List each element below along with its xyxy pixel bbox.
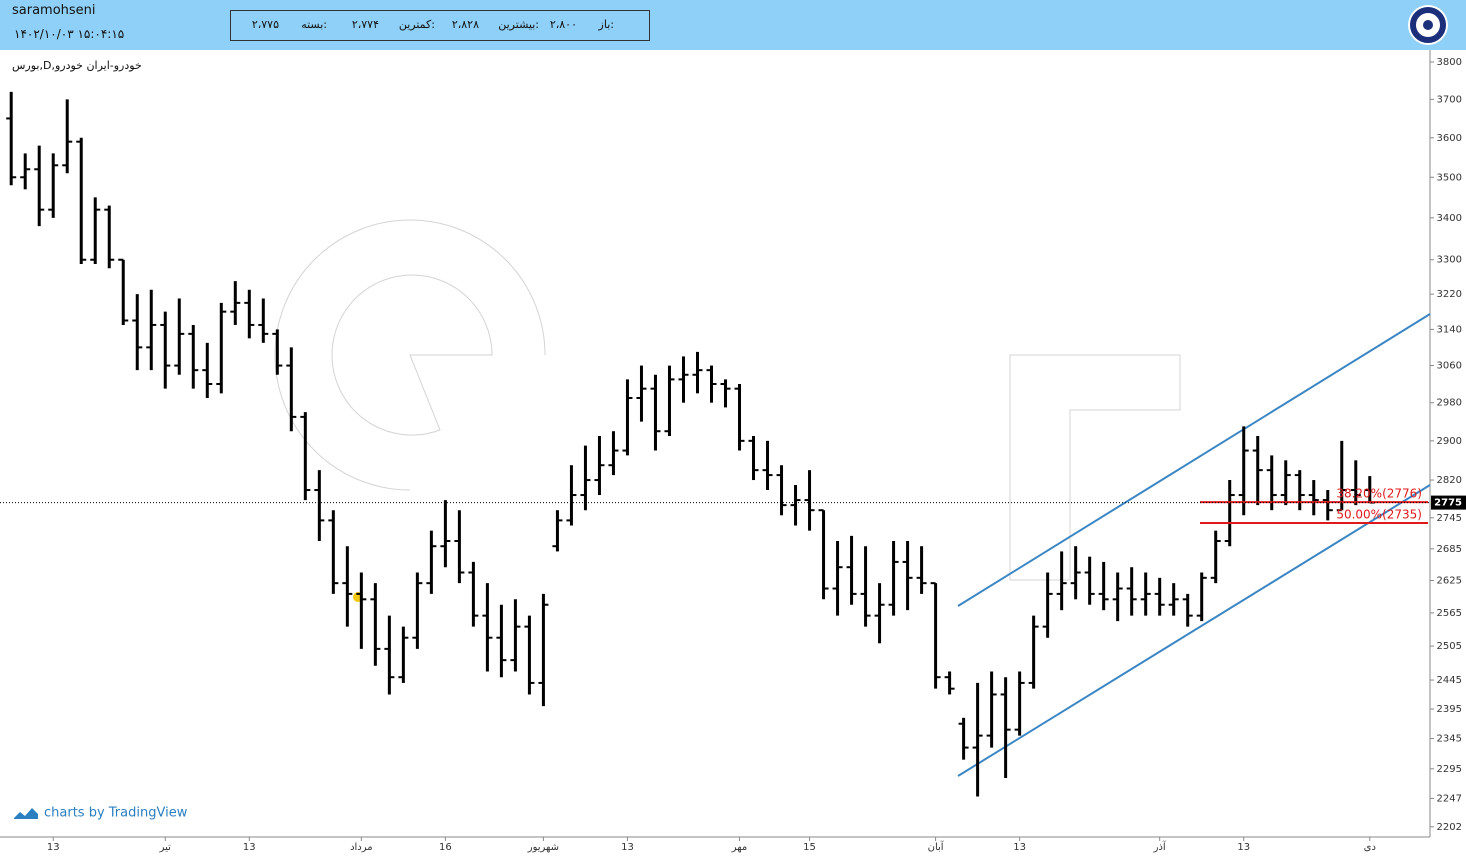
value: ۲،۷۷۵ bbox=[251, 18, 279, 31]
username: saramohseni bbox=[12, 3, 96, 18]
x-tick-label: مرداد bbox=[350, 842, 373, 853]
label: بیشترین: bbox=[498, 18, 539, 31]
watermark-logo bbox=[274, 219, 546, 491]
x-tick-label: 13 bbox=[621, 842, 634, 853]
x-tick-label: شهریور bbox=[527, 842, 559, 853]
y-tick-label: 3060 bbox=[1437, 361, 1462, 372]
y-tick-label: 2345 bbox=[1437, 734, 1462, 745]
value: ۲،۸۰۰ bbox=[549, 18, 577, 31]
y-tick-label: 2900 bbox=[1437, 436, 1462, 447]
y-tick-label: 3300 bbox=[1437, 255, 1462, 266]
y-tick-label: 3600 bbox=[1437, 133, 1462, 144]
y-tick-label: 2395 bbox=[1437, 704, 1462, 715]
logo-dot bbox=[1423, 20, 1433, 30]
fib-label: 50.00%(2735) bbox=[1336, 507, 1422, 521]
credit: charts by TradingView bbox=[44, 806, 188, 821]
last-price-label: 2775 bbox=[1434, 498, 1462, 509]
x-tick-label: آبان bbox=[928, 840, 945, 853]
y-tick-label: 2980 bbox=[1437, 398, 1462, 409]
y-tick-label: 2505 bbox=[1437, 641, 1462, 652]
label: باز: bbox=[598, 18, 614, 31]
y-tick-label: 3220 bbox=[1437, 289, 1462, 300]
watermark-logo bbox=[331, 274, 493, 436]
x-tick-label: 13 bbox=[1237, 842, 1250, 853]
datetime: ۱۴۰۲/۱۰/۰۳ ۱۵:۰۴:۱۵ bbox=[14, 27, 125, 41]
value: ۲،۸۲۸ bbox=[451, 18, 479, 31]
y-tick-label: 3800 bbox=[1437, 57, 1462, 68]
fib-label: 38.20%(2776) bbox=[1336, 487, 1422, 501]
y-tick-label: 2445 bbox=[1437, 675, 1462, 686]
y-tick-label: 3400 bbox=[1437, 213, 1462, 224]
x-tick-label: 15 bbox=[803, 842, 816, 853]
y-tick-label: 3500 bbox=[1437, 172, 1462, 183]
x-tick-label: تیر bbox=[159, 842, 172, 853]
info-box: باز: ۲،۸۰۰ بیشترین: ۲،۸۲۸ کمترین: ۲،۷۷۴ … bbox=[230, 10, 650, 41]
channel-line bbox=[957, 313, 1431, 607]
x-tick-label: مهر bbox=[731, 842, 747, 853]
x-tick-label: 16 bbox=[439, 842, 452, 853]
x-tick-label: دی bbox=[1364, 842, 1376, 853]
y-tick-label: 2565 bbox=[1437, 608, 1462, 619]
header: saramohseni ۱۴۰۲/۱۰/۰۳ ۱۵:۰۴:۱۵ باز: ۲،۸… bbox=[0, 0, 1466, 50]
tradingview-icon bbox=[14, 808, 38, 819]
y-tick-label: 2202 bbox=[1437, 822, 1462, 833]
logo bbox=[1408, 5, 1448, 45]
x-tick-label: 13 bbox=[47, 842, 60, 853]
label: کمترین: bbox=[398, 18, 435, 31]
label: بسته: bbox=[301, 18, 327, 31]
channel-line bbox=[957, 484, 1431, 777]
y-tick-label: 3140 bbox=[1437, 324, 1462, 335]
watermark bbox=[274, 219, 1181, 581]
y-tick-label: 2820 bbox=[1437, 475, 1462, 486]
watermark-logo bbox=[1009, 354, 1181, 581]
logo-ring bbox=[1410, 7, 1446, 43]
y-tick-label: 2295 bbox=[1437, 764, 1462, 775]
value: ۲،۷۷۴ bbox=[351, 18, 379, 31]
chart-title: بورس,D,خودرو-ایران خودرو bbox=[12, 59, 142, 72]
y-tick-label: 2247 bbox=[1437, 793, 1462, 804]
background bbox=[0, 50, 1466, 856]
x-tick-label: 13 bbox=[1013, 842, 1026, 853]
x-tick-label: 13 bbox=[243, 842, 256, 853]
y-tick-label: 2685 bbox=[1437, 544, 1462, 555]
last-price-box bbox=[1431, 495, 1466, 510]
x-tick-label: آذر bbox=[1153, 840, 1167, 853]
y-tick-label: 3700 bbox=[1437, 94, 1462, 105]
y-tick-label: 2745 bbox=[1437, 513, 1462, 524]
y-tick-label: 2625 bbox=[1437, 575, 1462, 586]
